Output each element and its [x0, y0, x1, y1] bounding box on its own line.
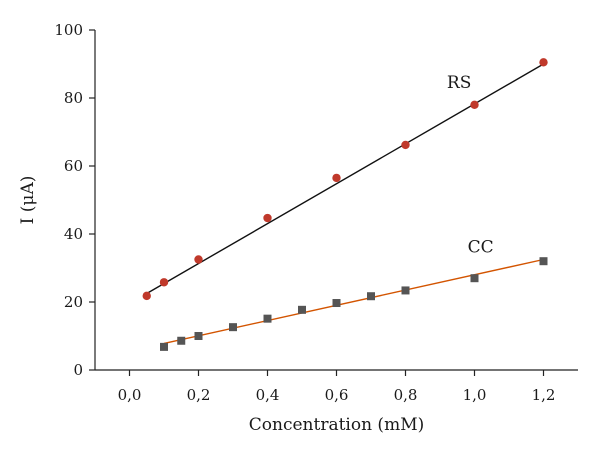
series-label-rs: RS: [447, 73, 471, 93]
y-tick-label: 80: [64, 89, 83, 107]
x-tick-label: 0,4: [256, 386, 280, 404]
y-tick-label: 60: [64, 157, 83, 175]
data-point-rs: [263, 213, 272, 223]
data-point-cc: [298, 305, 306, 314]
fit-line-cc: [163, 258, 544, 345]
data-point-cc: [229, 323, 237, 332]
data-point-cc: [263, 314, 272, 323]
x-tick-label: 0,2: [187, 386, 211, 404]
x-tick-label: 0,6: [325, 386, 349, 404]
data-point-rs: [470, 100, 479, 110]
data-points: [142, 58, 548, 351]
data-point-rs: [401, 140, 410, 150]
data-point-cc: [194, 332, 203, 340]
x-tick-label: 1,2: [532, 386, 556, 404]
x-tick-label: 0,8: [394, 386, 418, 404]
fit-line-rs: [146, 63, 544, 295]
y-tick-label: 40: [64, 225, 83, 243]
data-point-cc: [177, 336, 186, 345]
data-point-rs: [539, 58, 548, 67]
x-tick-label: 1,0: [463, 386, 487, 404]
data-point-cc: [470, 274, 479, 283]
y-tick-label: 100: [54, 21, 83, 39]
fit-lines: [146, 63, 544, 345]
data-point-rs: [159, 278, 169, 287]
x-axis-title: Concentration (mM): [249, 415, 424, 435]
data-point-rs: [332, 173, 341, 183]
y-axis-ticks: 0 20 40 60 80 100: [54, 21, 95, 379]
y-tick-label: 20: [64, 293, 83, 311]
x-axis-ticks: 0,0 0,2 0,4 0,6 0,8 1,0 1,2: [118, 370, 556, 404]
y-axis-title: I (μA): [18, 176, 38, 225]
data-point-cc: [401, 286, 410, 295]
y-tick-label: 0: [73, 361, 83, 379]
axes: [94, 30, 578, 371]
data-point-rs: [142, 291, 151, 301]
x-tick-label: 0,0: [118, 386, 142, 404]
data-point-cc: [539, 257, 548, 266]
data-point-cc: [332, 299, 341, 308]
data-point-rs: [194, 255, 203, 264]
data-point-cc: [160, 342, 168, 351]
data-point-cc: [367, 292, 375, 301]
series-label-cc: CC: [468, 238, 494, 258]
